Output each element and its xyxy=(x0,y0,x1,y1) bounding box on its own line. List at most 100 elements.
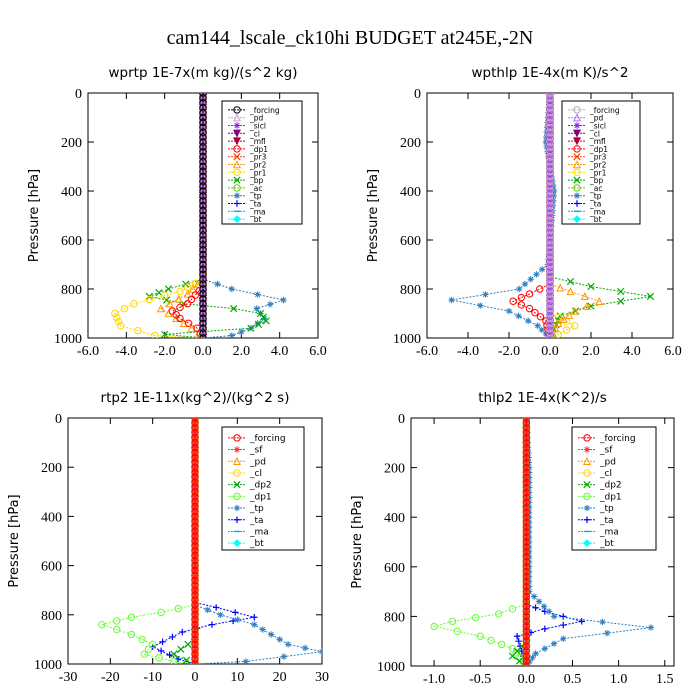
data-point xyxy=(522,453,531,462)
data-point xyxy=(498,640,506,649)
data-point xyxy=(522,652,531,660)
data-point xyxy=(522,429,531,437)
data-point xyxy=(280,296,287,304)
legend-label: _pr1 xyxy=(589,168,607,177)
data-point xyxy=(522,548,531,556)
legend-label: _pr1 xyxy=(249,168,267,177)
data-point xyxy=(191,655,199,663)
data-point xyxy=(566,287,575,296)
legend-label: _forcing xyxy=(599,434,636,444)
y-axis-label: Pressure [hPa] xyxy=(350,495,365,588)
data-point xyxy=(199,290,207,298)
x-tick-label: 0.0 xyxy=(518,672,536,687)
data-point xyxy=(199,221,207,230)
data-point xyxy=(523,613,530,620)
data-point xyxy=(522,558,531,566)
data-point xyxy=(151,331,159,338)
series-line xyxy=(433,418,527,666)
data-point xyxy=(546,334,554,338)
data-point xyxy=(191,478,199,486)
legend-marker xyxy=(583,539,591,548)
data-point xyxy=(191,641,199,648)
data-point xyxy=(522,503,531,511)
data-point xyxy=(522,483,531,492)
data-point xyxy=(603,629,611,637)
legend-marker xyxy=(233,516,241,523)
data-point xyxy=(551,323,560,332)
y-axis-label: Pressure [hPa] xyxy=(366,169,381,262)
data-point xyxy=(580,292,589,301)
series-line xyxy=(511,93,551,338)
data-point xyxy=(522,627,531,635)
data-point xyxy=(538,326,545,334)
data-point xyxy=(199,216,207,225)
x-tick-label: -6.0 xyxy=(77,344,99,359)
data-point xyxy=(546,280,554,288)
data-point xyxy=(546,104,554,112)
data-point xyxy=(565,310,574,319)
data-point xyxy=(582,301,591,310)
data-point xyxy=(191,522,199,530)
data-point xyxy=(280,653,288,660)
data-point xyxy=(191,586,199,594)
data-point xyxy=(523,424,530,432)
data-point xyxy=(505,307,513,315)
data-point xyxy=(199,192,207,200)
data-point xyxy=(112,625,121,634)
data-point xyxy=(523,449,530,456)
data-point xyxy=(522,553,531,561)
data-point xyxy=(522,468,531,477)
legend-label: _tp xyxy=(589,192,602,201)
legend-label: _pd xyxy=(599,457,616,467)
panel-title: thlp2 1E-4x(K^2)/s xyxy=(478,390,607,406)
series-line xyxy=(147,93,268,338)
data-point xyxy=(199,158,207,165)
legend-marker xyxy=(233,145,241,153)
data-point xyxy=(191,512,199,521)
series-group xyxy=(430,418,655,666)
data-point xyxy=(522,622,531,631)
data-point xyxy=(199,124,207,131)
legend-label: _dp1 xyxy=(249,145,268,154)
data-point xyxy=(523,528,530,536)
data-point xyxy=(560,635,567,642)
data-point xyxy=(448,617,457,626)
data-point xyxy=(453,627,461,635)
legend-marker xyxy=(583,469,591,477)
legend-marker xyxy=(583,492,591,501)
data-point xyxy=(199,246,207,254)
data-point xyxy=(546,216,554,225)
data-point xyxy=(546,207,554,214)
chart-panel-3: rtp2 1E-11x(kg^2)/(kg^2 s) Pressure [hPa]… xyxy=(7,390,329,685)
series-line xyxy=(171,93,204,338)
data-point xyxy=(191,581,199,589)
y-tick-label: 600 xyxy=(384,561,405,576)
data-point xyxy=(157,647,165,655)
data-point xyxy=(191,527,199,535)
data-point xyxy=(599,618,606,626)
data-point xyxy=(546,222,554,229)
y-tick-label: 800 xyxy=(61,283,82,298)
series-line xyxy=(100,418,196,664)
data-point xyxy=(191,502,199,511)
data-point xyxy=(191,616,199,624)
data-point xyxy=(523,647,530,655)
data-point xyxy=(191,473,199,481)
data-point xyxy=(191,438,199,447)
y-tick-label: 400 xyxy=(384,511,405,526)
data-point xyxy=(170,650,178,658)
legend-label: _bt xyxy=(249,215,262,224)
data-point xyxy=(160,291,169,300)
data-point xyxy=(525,290,534,298)
data-point xyxy=(199,207,207,214)
legend-label: _ac xyxy=(249,184,262,193)
legend-marker xyxy=(583,446,591,453)
data-point xyxy=(176,303,184,312)
data-point xyxy=(199,231,207,239)
data-point xyxy=(204,606,211,614)
legend-label: _bt xyxy=(599,539,614,549)
data-point xyxy=(546,304,554,313)
data-point xyxy=(176,287,184,296)
data-point xyxy=(535,598,543,605)
series-line xyxy=(451,93,555,338)
